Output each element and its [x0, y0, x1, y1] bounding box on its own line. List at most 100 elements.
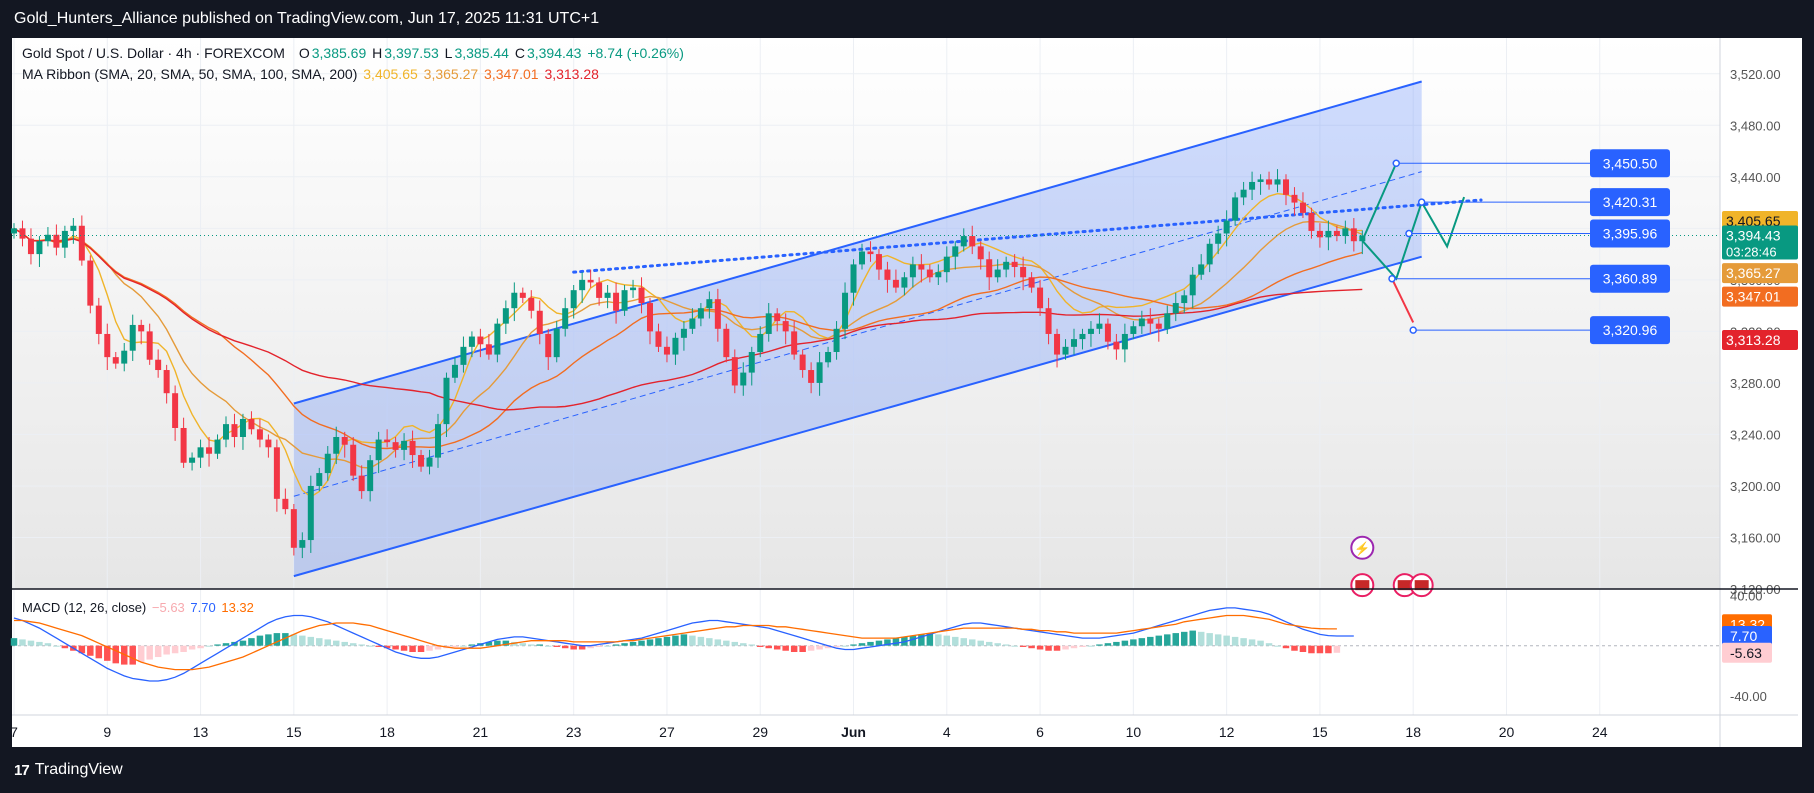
macd-histogram-bar — [1265, 643, 1273, 646]
macd-histogram-bar — [790, 645, 798, 652]
channel-lower-line — [293, 255, 1422, 578]
ma-ribbon-legend: MA Ribbon (SMA, 20, SMA, 50, SMA, 100, S… — [22, 66, 601, 82]
candle-body — [214, 439, 221, 454]
candle-body — [697, 308, 704, 319]
macd-histogram-bar — [850, 644, 857, 646]
candle-body — [714, 299, 721, 329]
macd-axis-label-box — [1722, 625, 1772, 646]
macd-histogram-bar — [680, 634, 688, 646]
macd-histogram-bar — [655, 638, 662, 646]
macd-histogram-bar — [1045, 645, 1052, 651]
candle-body — [909, 264, 916, 278]
macd-histogram-bar — [757, 645, 764, 647]
candle-body — [511, 292, 518, 309]
candle-body — [1274, 179, 1281, 185]
tradingview-logo[interactable]: 17 TradingView — [14, 761, 123, 779]
time-axis-tick: 15 — [1312, 724, 1328, 740]
macd-histogram-bar — [824, 645, 832, 649]
candle-body — [451, 364, 458, 378]
macd-histogram-bar — [918, 634, 925, 646]
candle-body — [367, 460, 374, 492]
time-axis-tick: 10 — [1126, 724, 1142, 740]
candle-body — [1147, 318, 1154, 324]
candle-body — [1037, 287, 1044, 309]
macd-histogram-bar — [324, 639, 331, 646]
candle-body — [265, 439, 272, 448]
channel-midline — [293, 171, 1422, 497]
candle-body — [1342, 228, 1349, 237]
macd-histogram-bar — [137, 645, 145, 663]
macd-signal-line — [14, 614, 1337, 671]
macd-histogram-bar — [87, 645, 94, 656]
target-label-box — [1590, 316, 1670, 345]
candle-body — [926, 269, 933, 278]
macd-histogram-bar — [112, 645, 119, 664]
time-axis-tick: Jun — [841, 724, 866, 740]
candle-body — [1283, 179, 1289, 195]
close-label: C — [514, 45, 525, 61]
macd-histogram-bar — [205, 645, 213, 647]
macd-histogram-bar — [561, 645, 569, 649]
symbol-legend: Gold Spot / U.S. Dollar · 4h · FOREXCOM … — [22, 45, 686, 61]
candle-body — [943, 256, 950, 273]
macd-histogram-bar — [604, 645, 611, 647]
candle-body — [994, 269, 1001, 278]
time-axis-tick: 20 — [1499, 724, 1515, 740]
candle-body — [231, 424, 238, 438]
candle-body — [604, 292, 611, 298]
price-chart[interactable]: 3,450.50 3,420.31 3,395.96 3,360.89 3,320.96… — [0, 0, 1814, 749]
macd-histogram-bar — [1070, 645, 1078, 649]
candle-body — [1096, 323, 1103, 329]
symbol-name: Gold Spot / U.S. Dollar · 4h · FOREXCOM — [22, 45, 285, 61]
candle-body — [545, 333, 552, 358]
macd-histogram-bar — [104, 645, 111, 661]
macd-histogram-bar — [1299, 645, 1307, 652]
lightning-event-icon — [1350, 535, 1375, 560]
macd-histogram-bar — [807, 645, 815, 651]
candle-body — [1308, 212, 1315, 231]
macd-histogram-bar — [358, 644, 365, 646]
macd-histogram-bar — [875, 640, 883, 646]
candle-body — [884, 269, 891, 280]
macd-histogram-bar — [1248, 639, 1256, 646]
macd-histogram-bar — [1096, 644, 1103, 646]
candle-body — [1291, 194, 1298, 203]
candle-body — [1181, 295, 1188, 304]
target-label-text: 3,395.96 — [1603, 226, 1658, 242]
candle-body — [706, 299, 713, 309]
candle-body — [613, 292, 620, 311]
macd-histogram-bar — [222, 643, 230, 646]
macd-histogram-bar — [316, 638, 323, 646]
macd-histogram-bar — [273, 633, 281, 646]
ma100-value: 3,347.01 — [484, 66, 539, 82]
macd-histogram-bar — [994, 643, 1001, 646]
macd-histogram-bar — [349, 643, 357, 646]
candle-body — [27, 238, 34, 255]
macd-histogram-bar — [519, 643, 527, 646]
macd-histogram-bar — [426, 645, 433, 651]
candle-body — [1113, 341, 1120, 350]
macd-histogram-bar — [36, 641, 43, 646]
tv-logo-icon: 17 — [14, 761, 30, 779]
macd-histogram-bar — [468, 644, 476, 646]
macd-histogram-bar — [1333, 645, 1341, 653]
candle-body — [426, 457, 433, 467]
candle-body — [655, 331, 662, 347]
macd-histogram-bar — [841, 645, 849, 647]
candle-body — [1020, 266, 1027, 278]
candle-body — [816, 362, 823, 383]
macd-axis-label-box — [1722, 642, 1772, 663]
price-axis-label: 3,394.43 — [1726, 228, 1781, 244]
candle-body — [468, 336, 475, 347]
candle-body — [850, 264, 857, 293]
candle-body — [986, 259, 993, 278]
candle-body — [1333, 230, 1340, 237]
price-axis-label: 3,347.01 — [1726, 289, 1781, 305]
low-label: L — [444, 45, 453, 61]
change-value: +8.74 (+0.26%) — [587, 45, 684, 61]
time-axis-tick: 29 — [752, 724, 768, 740]
candle-body — [189, 457, 196, 463]
macd-histogram-bar — [1197, 631, 1205, 646]
price-axis-label-box — [1722, 225, 1798, 260]
macd-histogram-bar — [1231, 636, 1239, 646]
